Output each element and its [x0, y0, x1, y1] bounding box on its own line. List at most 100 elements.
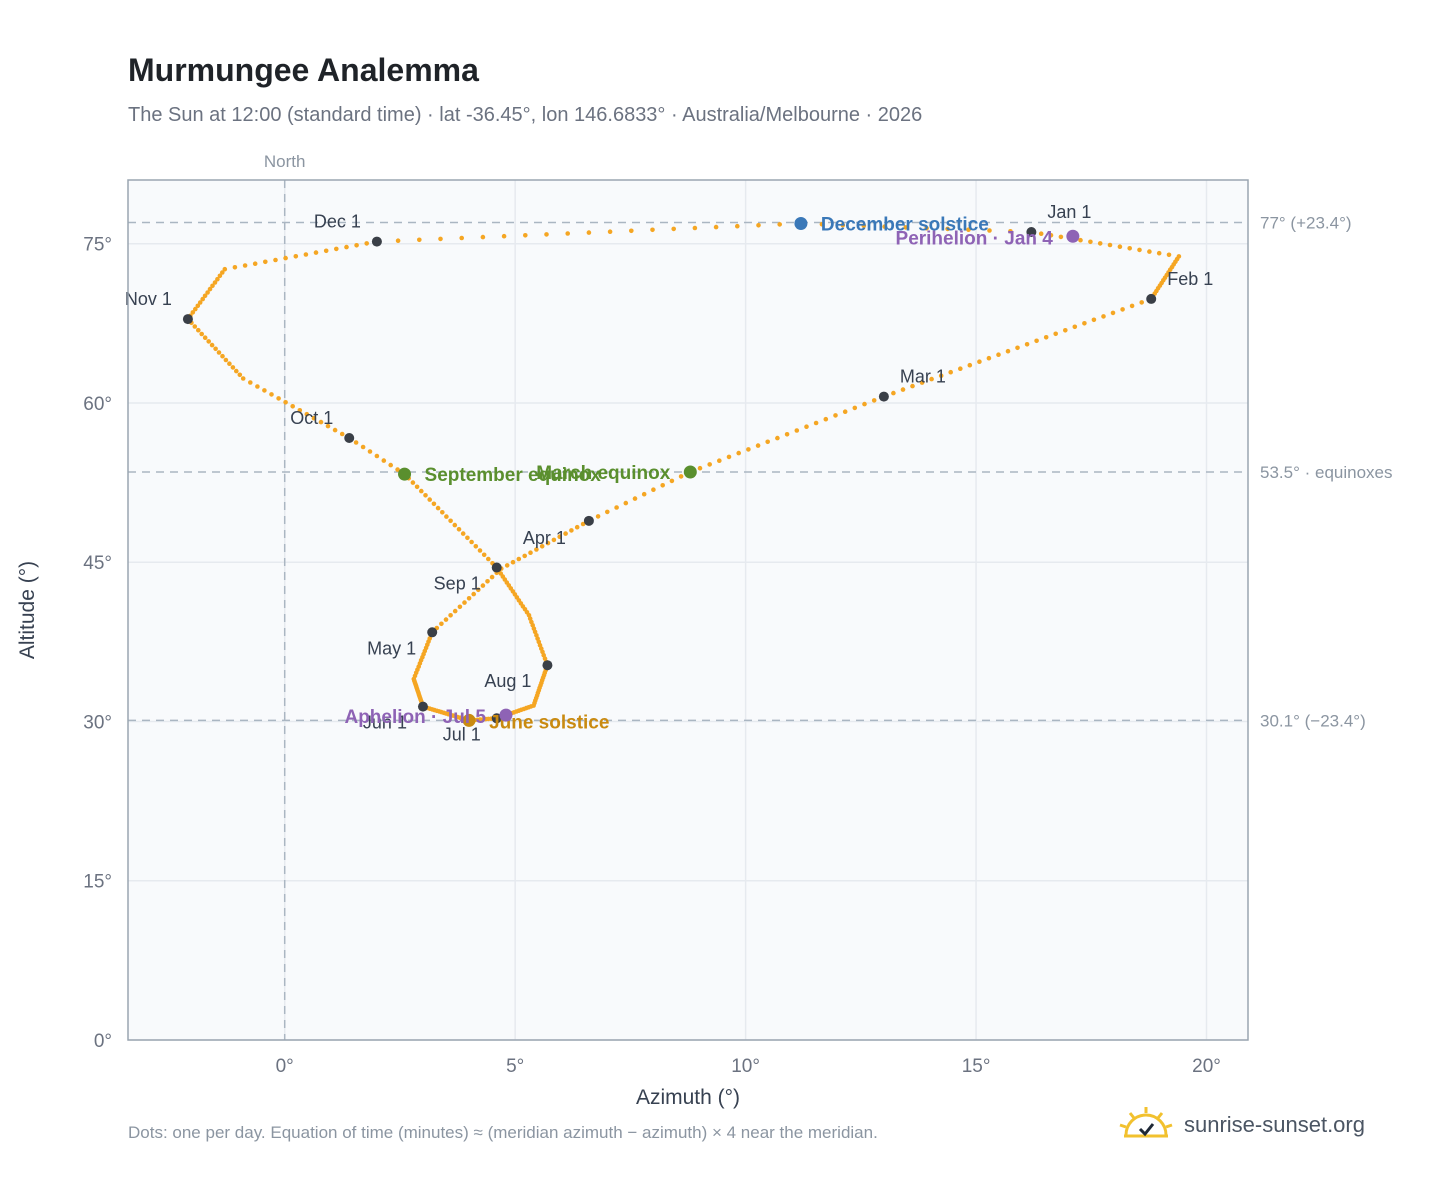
x-tick-label: 0°	[276, 1056, 294, 1077]
daily-dot	[473, 544, 479, 549]
daily-dot	[438, 236, 443, 242]
daily-dot	[460, 531, 466, 536]
daily-dot	[882, 224, 887, 229]
daily-dot	[516, 556, 522, 562]
event-marker	[683, 465, 697, 479]
daily-dot	[395, 238, 401, 243]
month-marker	[1026, 227, 1037, 238]
month-label: May 1	[367, 638, 416, 658]
daily-dot	[842, 409, 848, 415]
daily-dot	[1078, 237, 1083, 243]
daily-dot	[290, 404, 296, 409]
daily-dot	[227, 361, 232, 367]
daily-dot	[223, 357, 229, 363]
daily-dot	[967, 362, 973, 368]
daily-dot	[522, 553, 527, 559]
month-label: Jul 1	[443, 724, 481, 744]
daily-dot	[1063, 328, 1068, 333]
daily-dot	[804, 424, 809, 430]
daily-dot	[565, 231, 570, 236]
daily-dot	[977, 359, 982, 365]
daily-dot	[1008, 229, 1013, 234]
daily-dot	[746, 447, 751, 452]
daily-dot	[242, 263, 248, 268]
event-marker	[1066, 229, 1080, 243]
daily-dot	[414, 484, 420, 490]
daily-dot	[958, 366, 963, 372]
daily-dot	[273, 257, 278, 263]
brand-name[interactable]: sunrise-sunset.org	[1184, 1112, 1365, 1137]
daily-dot	[216, 350, 222, 355]
daily-dot	[303, 252, 309, 257]
daily-dot	[237, 372, 243, 378]
daily-dot	[692, 225, 698, 231]
daily-dot	[819, 222, 825, 227]
daily-dot	[469, 539, 474, 545]
reference-lines: North 77° (+23.4°) 53.5° · equinoxes 30.1° …	[128, 152, 1393, 1040]
daily-dot	[318, 419, 324, 425]
daily-dot	[293, 253, 299, 259]
daily-dot	[209, 342, 215, 348]
page-subtitle: The Sun at 12:00 (standard time) · lat -…	[128, 104, 923, 126]
daily-dot	[297, 408, 303, 413]
daily-dot	[910, 383, 915, 389]
daily-dot	[213, 346, 218, 352]
daily-dot	[480, 583, 486, 588]
daily-dot	[452, 608, 458, 614]
daily-dot	[605, 509, 610, 515]
daily-dot	[629, 228, 634, 234]
daily-dot	[276, 396, 281, 401]
event-label: June solstice	[489, 712, 609, 733]
daily-dot	[252, 261, 258, 267]
daily-dot	[489, 574, 495, 580]
daily-dot	[966, 227, 971, 232]
daily-dot	[713, 224, 719, 230]
daily-dot	[735, 223, 740, 229]
daily-dot	[215, 276, 220, 282]
month-marker	[427, 627, 438, 638]
event-label: Perihelion · Jan 4	[896, 228, 1054, 249]
daily-dot	[431, 501, 437, 507]
daily-dot	[840, 222, 846, 228]
daily-dot	[545, 540, 551, 546]
daily-dot	[485, 579, 490, 584]
month-label: Apr 1	[523, 528, 566, 548]
daily-dot	[443, 617, 449, 622]
daily-dot	[1024, 342, 1030, 347]
daily-dot	[697, 465, 703, 471]
x-tick-label: 10°	[731, 1056, 760, 1077]
daily-dot	[861, 223, 867, 229]
daily-dot	[388, 462, 394, 468]
daily-dot	[334, 246, 339, 252]
daily-dot	[1088, 239, 1093, 245]
daily-dot	[1117, 244, 1123, 249]
daily-dot	[504, 563, 510, 568]
daily-dot	[381, 458, 387, 463]
month-label: Sep 1	[434, 574, 481, 594]
daily-dot	[240, 376, 246, 381]
daily-dot	[623, 500, 629, 506]
daily-dot	[435, 505, 441, 511]
month-label: Oct 1	[290, 408, 333, 428]
daily-dot	[614, 505, 619, 510]
daily-dot	[595, 514, 601, 519]
daily-dot	[528, 550, 533, 555]
brand[interactable]: sunrise-sunset.org	[1118, 1100, 1365, 1150]
daily-dot	[192, 324, 198, 329]
daily-dot	[563, 531, 568, 536]
daily-dot	[574, 524, 580, 530]
daily-dot	[212, 280, 218, 285]
daily-dot	[471, 591, 477, 597]
daily-dot	[1091, 317, 1097, 323]
month-marker	[583, 515, 594, 526]
daily-dot	[1129, 303, 1135, 309]
daily-dot	[439, 621, 444, 627]
daily-dot	[900, 387, 906, 392]
daily-dot	[262, 388, 267, 393]
daily-dot	[651, 487, 656, 493]
daily-dot	[283, 255, 288, 261]
daily-dot	[736, 450, 741, 456]
daily-dot	[871, 398, 877, 403]
